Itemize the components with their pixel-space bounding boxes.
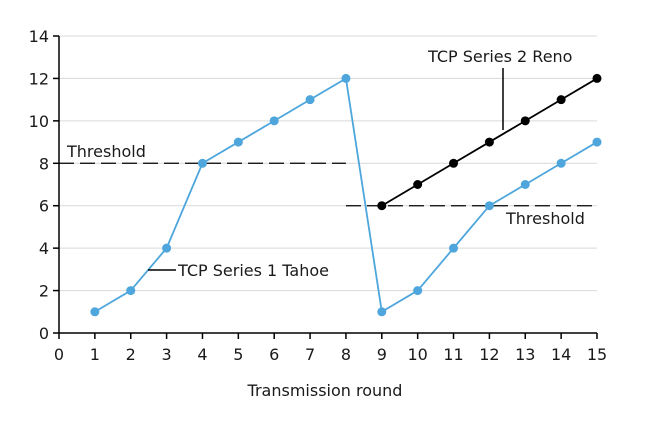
series-1-point-3	[162, 243, 172, 253]
x-tick-label-6: 6	[269, 345, 279, 364]
series-1-point-2	[126, 286, 136, 296]
x-tick-label-9: 9	[377, 345, 387, 364]
y-tick-label-0: 0	[39, 324, 49, 343]
y-tick-label-12: 12	[29, 69, 49, 88]
x-tick-label-0: 0	[54, 345, 64, 364]
x-tick-label-7: 7	[305, 345, 315, 364]
series-1-point-1	[90, 307, 100, 317]
x-tick-label-4: 4	[197, 345, 207, 364]
x-tick-label-10: 10	[407, 345, 427, 364]
series-1-point-12	[484, 201, 494, 211]
series-lines	[94, 76, 598, 314]
y-tick-label-4: 4	[39, 239, 49, 258]
threshold-lines	[59, 162, 597, 207]
tahoe-series-label: TCP Series 1 Tahoe	[177, 261, 329, 280]
x-tick-label-2: 2	[126, 345, 136, 364]
y-tick-label-14: 14	[29, 27, 49, 46]
series-1-point-5	[233, 137, 243, 147]
x-tick-label-3: 3	[162, 345, 172, 364]
y-tick-label-6: 6	[39, 197, 49, 216]
series-1-point-7	[305, 95, 315, 105]
series-1-point-13	[520, 180, 530, 189]
series-2-point-10	[413, 180, 423, 189]
x-tick-label-11: 11	[443, 345, 463, 364]
series-1-point-4	[197, 158, 207, 168]
series-line-1	[94, 76, 598, 314]
x-axis-label: Transmission round	[247, 381, 403, 400]
y-tick-label-8: 8	[39, 154, 49, 173]
y-tick-label-2: 2	[39, 282, 49, 301]
series-1-point-11	[449, 243, 459, 253]
x-tick-label-15: 15	[587, 345, 607, 364]
series-2-point-15	[592, 73, 602, 83]
axes	[53, 35, 598, 339]
x-tick-label-1: 1	[90, 345, 100, 364]
series-1-point-8	[341, 73, 351, 83]
series-1-point-9	[377, 307, 387, 317]
x-tick-label-13: 13	[515, 345, 535, 364]
series-2-point-13	[520, 116, 530, 126]
x-tick-label-14: 14	[551, 345, 571, 364]
series-1-point-15	[592, 137, 602, 147]
series-2-point-12	[484, 137, 494, 147]
series-2-point-11	[449, 158, 459, 168]
y-tick-label-10: 10	[29, 112, 49, 131]
series-1-point-6	[269, 116, 279, 126]
reno-series-label: TCP Series 2 Reno	[427, 47, 572, 66]
grid-lines	[59, 35, 597, 292]
threshold-label-lower: Threshold	[505, 209, 585, 228]
series-points	[90, 73, 602, 317]
threshold-label-upper: Threshold	[66, 142, 146, 161]
x-tick-label-12: 12	[479, 345, 499, 364]
series-1-point-14	[556, 158, 566, 168]
series-2-point-14	[556, 95, 566, 105]
x-tick-label-5: 5	[233, 345, 243, 364]
series-2-point-9	[377, 201, 387, 211]
x-tick-label-8: 8	[341, 345, 351, 364]
series-1-point-10	[413, 286, 423, 296]
